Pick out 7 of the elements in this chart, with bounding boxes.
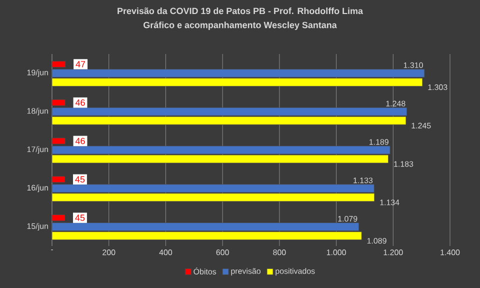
data-label: 47	[76, 61, 86, 68]
data-label: 45	[75, 176, 85, 183]
chart-title: Previsão da COVID 19 de Patos PB - Prof. Rhodolffo Lima	[118, 8, 364, 14]
data-label: 46	[75, 138, 85, 144]
data-label: 45	[75, 214, 85, 221]
data-label: 46	[75, 99, 85, 106]
chart-subtitle: Gráfico e acompanhamento Wescley Santana	[144, 22, 337, 30]
